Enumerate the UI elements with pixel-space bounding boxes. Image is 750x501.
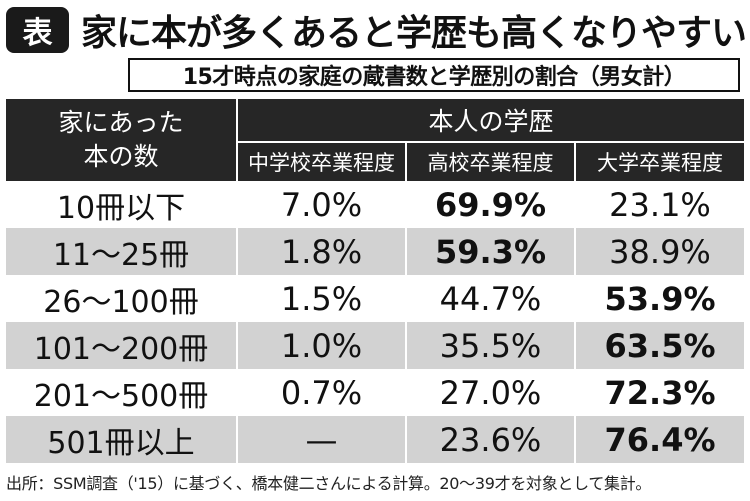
column-header-university: 大学卒業程度 <box>573 142 745 181</box>
value-cell: 72.3% <box>573 369 745 416</box>
value-cell: 63.5% <box>573 322 745 369</box>
table-row: 11〜25冊 1.8% 59.3% 38.9% <box>6 228 745 275</box>
row-header-cell: 家にあった 本の数 <box>6 99 238 181</box>
value-cell: 38.9% <box>573 228 745 275</box>
table-subtitle: 15才時点の家庭の蔵書数と学歴別の割合（男女計） <box>128 58 740 92</box>
column-header-high-school: 高校卒業程度 <box>405 142 575 181</box>
value-cell: 1.0% <box>236 322 406 369</box>
row-label: 501冊以上 <box>6 416 237 463</box>
row-label: 101〜200冊 <box>6 322 237 369</box>
table-row: 10冊以下 7.0% 69.9% 23.1% <box>6 181 745 228</box>
row-label: 26〜100冊 <box>6 275 237 322</box>
value-cell: 1.5% <box>236 275 406 322</box>
value-cell: 0.7% <box>236 369 406 416</box>
row-label: 201〜500冊 <box>6 369 237 416</box>
value-cell: 53.9% <box>573 275 745 322</box>
group-header: 本人の学歴 <box>237 99 745 143</box>
title-row: 表 家に本が多くあると学歴も高くなりやすい <box>6 4 747 56</box>
data-table: 家にあった 本の数 本人の学歴 中学校卒業程度 高校卒業程度 大学卒業程度 10… <box>6 99 745 463</box>
table-row: 101〜200冊 1.0% 35.5% 63.5% <box>6 322 745 369</box>
row-label: 10冊以下 <box>6 181 237 228</box>
value-cell: 7.0% <box>236 181 406 228</box>
page-title: 家に本が多くあると学歴も高くなりやすい <box>80 13 747 54</box>
value-cell: 23.1% <box>573 181 745 228</box>
column-header-junior-high: 中学校卒業程度 <box>237 142 406 181</box>
source-footnote: 出所：SSM調査（'15）に基づく、橋本健二さんによる計算。20〜39才を対象と… <box>6 474 652 493</box>
table-badge: 表 <box>6 7 69 53</box>
table-row: 501冊以上 — 23.6% 76.4% <box>6 416 745 463</box>
row-header-line-2: 本の数 <box>83 142 159 171</box>
table-row: 201〜500冊 0.7% 27.0% 72.3% <box>6 369 745 416</box>
value-cell: 59.3% <box>405 228 575 275</box>
row-label: 11〜25冊 <box>6 228 237 275</box>
value-cell: 76.4% <box>573 416 745 463</box>
value-cell: 27.0% <box>405 369 575 416</box>
value-cell: 23.6% <box>405 416 575 463</box>
value-cell: — <box>236 416 406 463</box>
table-row: 26〜100冊 1.5% 44.7% 53.9% <box>6 275 745 322</box>
value-cell: 1.8% <box>236 228 406 275</box>
value-cell: 69.9% <box>405 181 575 228</box>
value-cell: 35.5% <box>405 322 575 369</box>
row-header-line-1: 家にあった <box>58 108 184 137</box>
value-cell: 44.7% <box>405 275 575 322</box>
